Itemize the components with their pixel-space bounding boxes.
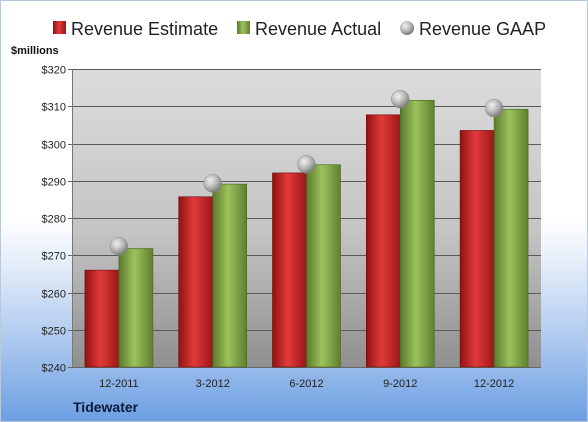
x-tick-label: 6-2012: [289, 378, 323, 390]
bar-revenue-estimate: [365, 114, 401, 368]
bars: [84, 99, 529, 368]
marker-revenue-gaap: [203, 174, 222, 193]
legend-gaap-label: Revenue GAAP: [419, 19, 546, 39]
y-tick-label: $270: [42, 251, 66, 263]
y-tick-label: $310: [42, 102, 66, 114]
y-axis-ticks: $240 $250 $260 $270 $280 $290 $300 $310 $320: [42, 65, 66, 375]
bar-revenue-estimate: [178, 196, 213, 368]
y-tick-label: $320: [42, 65, 66, 77]
y-axis-unit-label: $millions: [11, 45, 59, 57]
legend: Revenue Estimate Revenue Actual Revenue …: [53, 19, 546, 39]
bar-revenue-actual: [493, 108, 529, 368]
bar-revenue-estimate: [84, 269, 120, 368]
bar-revenue-actual: [399, 99, 435, 368]
bar-revenue-actual: [212, 183, 247, 368]
marker-revenue-gaap: [484, 98, 504, 118]
x-tick-label: 3-2012: [196, 378, 230, 390]
legend-actual-label: Revenue Actual: [255, 19, 381, 39]
x-tick-label: 12-2012: [474, 378, 514, 390]
y-tick-label: $280: [42, 214, 66, 226]
y-tick-label: $240: [42, 363, 66, 375]
bar-revenue-estimate: [459, 130, 495, 368]
y-tick-label: $260: [42, 289, 66, 301]
y-tick-label: $300: [42, 140, 66, 152]
legend-estimate-label: Revenue Estimate: [71, 19, 218, 39]
marker-revenue-gaap: [391, 89, 410, 109]
gaap-markers: [109, 89, 504, 256]
legend-actual-swatch: [237, 21, 250, 34]
company-name: Tidewater: [73, 399, 139, 415]
bar-revenue-estimate: [272, 172, 307, 368]
legend-estimate-swatch: [53, 21, 66, 34]
x-tick-label: 12-2011: [99, 378, 139, 390]
legend-gaap-marker: [400, 21, 414, 35]
bar-revenue-actual: [306, 164, 341, 368]
x-axis-ticks: 12-2011 3-2012 6-2012 9-2012 12-2012: [99, 378, 514, 390]
bar-revenue-actual: [118, 248, 154, 368]
marker-revenue-gaap: [109, 237, 129, 256]
x-tick-label: 9-2012: [383, 378, 417, 390]
y-tick-label: $250: [42, 326, 66, 338]
marker-revenue-gaap: [297, 155, 316, 174]
y-tick-label: $290: [42, 177, 66, 189]
